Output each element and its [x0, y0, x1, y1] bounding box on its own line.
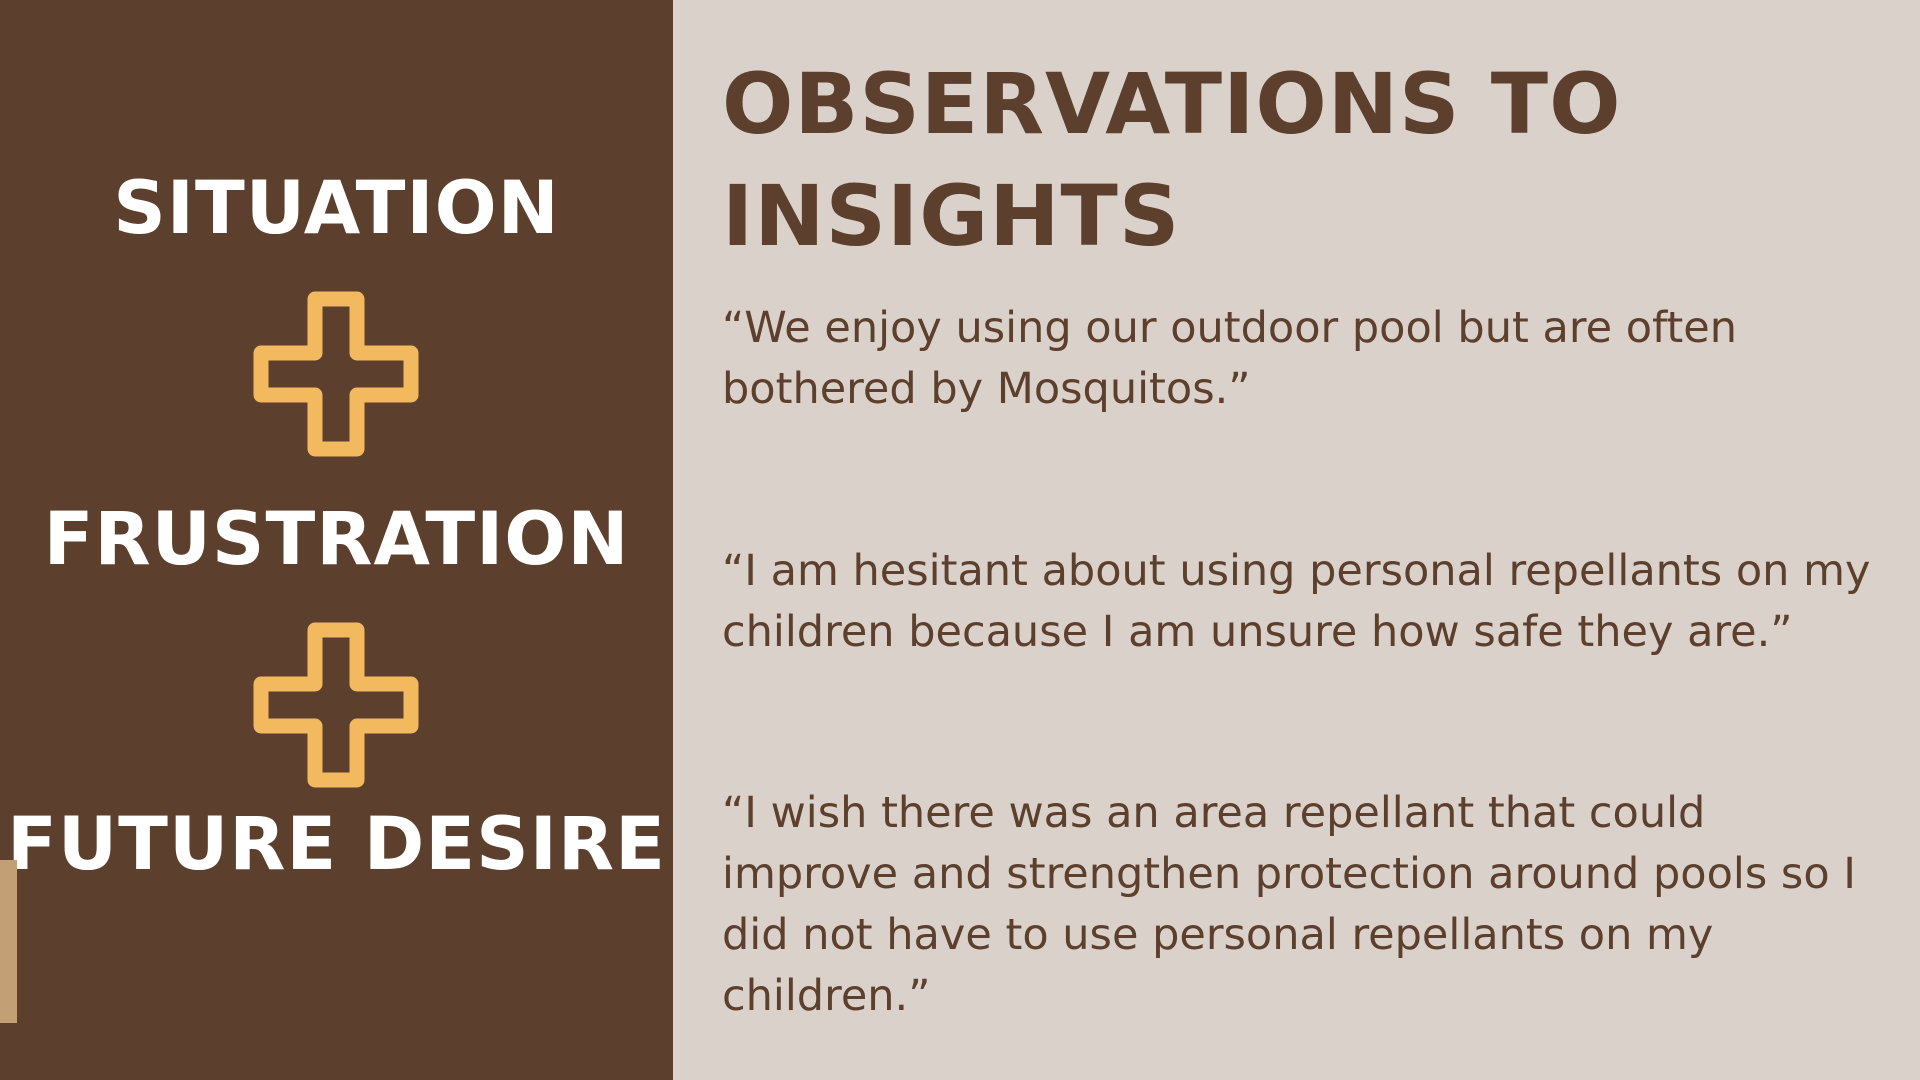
accent-bar [0, 860, 17, 1023]
plus-icon [253, 622, 419, 788]
quote-frustration: “I am hesitant about using personal repe… [722, 546, 1871, 657]
left-panel: SITUATION FRUSTRATION FUTURE DESIRE [0, 0, 673, 1080]
quote-future-desire: “I wish there was an area repellant that… [722, 788, 1856, 1021]
plus-icon [253, 291, 419, 457]
page-title: OBSERVATIONS TO INSIGHTS [722, 55, 1622, 265]
future-desire-label: FUTURE DESIRE [7, 802, 666, 887]
quote-situation: “We enjoy using our outdoor pool but are… [722, 303, 1737, 414]
frustration-label: FRUSTRATION [43, 497, 630, 582]
situation-label: SITUATION [113, 166, 560, 251]
